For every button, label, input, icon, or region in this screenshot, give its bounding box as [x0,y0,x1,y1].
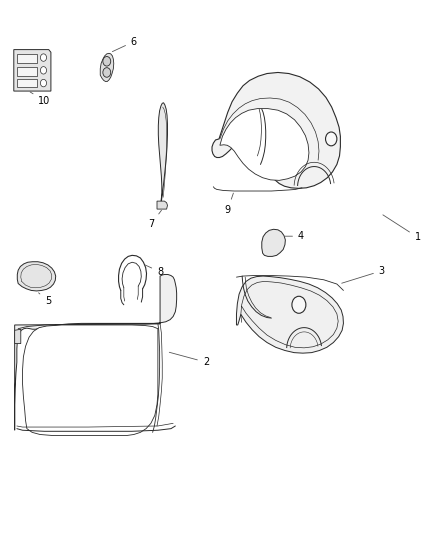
Text: 1: 1 [383,215,421,243]
Circle shape [325,132,337,146]
Polygon shape [14,274,177,430]
Text: 8: 8 [145,265,163,277]
Polygon shape [220,109,309,180]
Polygon shape [158,103,167,201]
Polygon shape [157,201,167,209]
Bar [17,67,37,76]
Bar [17,79,37,87]
Circle shape [40,67,46,74]
Circle shape [103,68,111,77]
Text: 2: 2 [170,352,209,367]
Polygon shape [17,262,56,291]
Circle shape [103,56,111,66]
Polygon shape [100,53,114,82]
Circle shape [292,296,306,313]
Text: 7: 7 [148,210,162,229]
Polygon shape [237,276,343,353]
Text: 6: 6 [113,37,137,52]
Bar [17,54,37,63]
Text: 10: 10 [30,92,50,106]
Circle shape [40,79,46,87]
Text: 9: 9 [225,193,233,215]
Polygon shape [14,50,51,91]
Polygon shape [212,72,340,188]
Text: 4: 4 [285,231,304,241]
Polygon shape [14,329,21,344]
Text: 3: 3 [342,266,385,283]
Circle shape [40,54,46,61]
Polygon shape [22,325,158,435]
Text: 5: 5 [39,293,51,306]
Polygon shape [262,229,286,256]
